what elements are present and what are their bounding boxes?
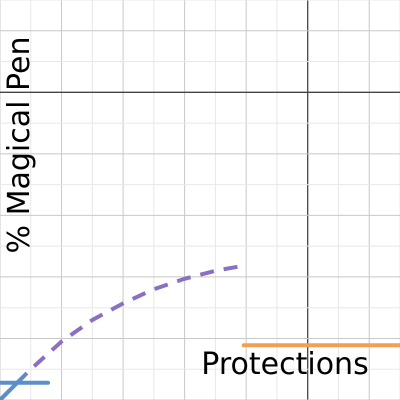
x-axis-label: Protections [201,347,368,382]
curve [0,263,247,400]
curve [0,373,27,400]
curves [0,263,400,400]
y-axis-label: % Magical Pen [2,37,37,254]
